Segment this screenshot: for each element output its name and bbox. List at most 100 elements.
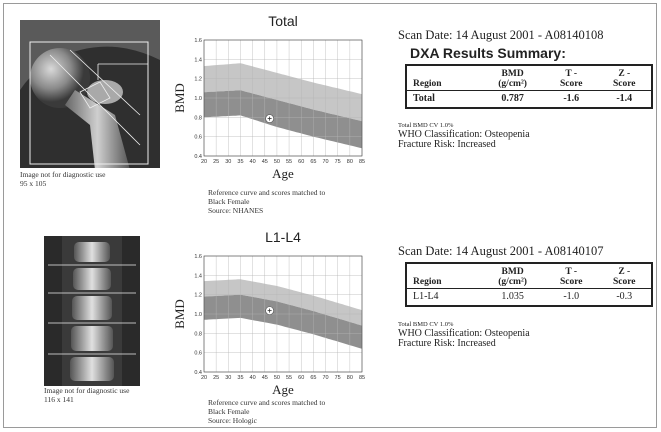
y-axis-label: BMD xyxy=(172,299,187,329)
x-tick-label: 85 xyxy=(359,159,365,165)
x-axis-label: Age xyxy=(272,382,294,397)
hip-results-table: Region BMD (g/cm²) T - Score Z - Score Tota… xyxy=(405,64,653,109)
fracture-risk: Fracture Risk: Increased xyxy=(398,139,496,150)
x-tick-label: 85 xyxy=(359,375,365,381)
cell-t-score: -1.6 xyxy=(563,93,580,104)
x-tick-label: 80 xyxy=(347,159,353,165)
reference-band-upper xyxy=(204,63,362,122)
cell-region: Total xyxy=(413,93,435,104)
hip-image-note: Image not for diagnostic use 95 x 105 xyxy=(20,170,105,188)
cell-t-score: -1.0 xyxy=(563,291,580,302)
x-tick-label: 25 xyxy=(213,159,219,165)
hip-scan-image xyxy=(20,20,160,168)
cell-bmd: 0.787 xyxy=(501,93,524,104)
plot-frame xyxy=(203,39,363,157)
x-tick-label: 55 xyxy=(286,375,292,381)
spine-bmd-chart: L1-L4 1.6 1.4 1.2 1.0 0.8 0.6 0.4 20 25 30 35 40 45 50… xyxy=(170,228,375,398)
x-tick-label: 45 xyxy=(262,159,268,165)
x-tick-label: 65 xyxy=(310,159,316,165)
x-tick-label: 30 xyxy=(225,159,231,165)
plot-frame xyxy=(203,255,363,373)
table-row: L1-L4 1.035 -1.0 -0.3 xyxy=(406,289,652,307)
y-tick-label: 1.2 xyxy=(194,77,202,83)
hip-classification: Total BMD CV 1.0% WHO Classification: Os… xyxy=(398,121,530,150)
reference-source: Source: Hologic xyxy=(208,416,257,425)
reference-band-upper xyxy=(204,279,362,326)
spine-image-note: Image not for diagnostic use 116 x 141 xyxy=(44,386,129,404)
y-tick-label: 1.2 xyxy=(194,293,202,299)
col-bmd: BMD (g/cm²) xyxy=(480,65,545,91)
cell-z-score: -0.3 xyxy=(616,291,633,302)
fracture-risk: Fracture Risk: Increased xyxy=(398,338,496,349)
cell-z-score: -1.4 xyxy=(616,93,633,104)
reference-band-lower xyxy=(204,90,362,149)
spine-reference-note: Reference curve and scores matched to Bl… xyxy=(208,398,325,425)
chart-title: L1-L4 xyxy=(265,229,301,245)
hip-reference-note: Reference curve and scores matched to Bl… xyxy=(208,188,325,215)
who-classification: WHO Classification: Osteopenia xyxy=(398,328,530,339)
x-axis-label: Age xyxy=(272,166,294,181)
x-tick-label: 65 xyxy=(310,375,316,381)
col-z-score: Z - Score xyxy=(597,263,652,289)
spine-scan-date: Scan Date: 14 August 2001 - A08140107 xyxy=(398,244,604,258)
y-tick-label: 1.6 xyxy=(194,38,202,44)
y-tick-label: 0.8 xyxy=(194,115,202,121)
reference-band-lower xyxy=(204,294,362,349)
who-classification: WHO Classification: Osteopenia xyxy=(398,129,530,140)
x-tick-label: 35 xyxy=(237,159,243,165)
x-tick-label: 30 xyxy=(225,375,231,381)
x-tick-label: 25 xyxy=(213,375,219,381)
report-frame xyxy=(3,3,657,428)
spine-panel: Image not for diagnostic use 116 x 141 L… xyxy=(0,222,661,432)
y-tick-label: 0.4 xyxy=(194,370,202,376)
reference-curve-text: Reference curve and scores matched to xyxy=(208,398,326,407)
y-tick-label: 1.4 xyxy=(194,273,202,279)
x-tick-label: 20 xyxy=(201,159,207,165)
y-tick-label: 0.6 xyxy=(194,351,202,357)
hip-panel: Image not for diagnostic use 95 x 105 To… xyxy=(20,12,653,215)
y-axis-label: BMD xyxy=(172,83,187,113)
y-tick-label: 1.4 xyxy=(194,57,202,63)
y-tick-label: 0.8 xyxy=(194,331,202,337)
y-tick-label: 1.6 xyxy=(194,254,202,260)
cv-text: Total BMD CV 1.0% xyxy=(398,321,454,328)
image-dimensions: 95 x 105 xyxy=(20,179,47,188)
cv-text: Total BMD CV 1.0% xyxy=(398,122,454,129)
col-region: Region xyxy=(406,263,481,289)
x-tick-label: 70 xyxy=(322,159,328,165)
reference-population: Black Female xyxy=(208,197,250,206)
results-summary-title: DXA Results Summary: xyxy=(410,45,566,61)
hip-scan-date: Scan Date: 14 August 2001 - A08140108 xyxy=(398,28,604,42)
spine-classification: Total BMD CV 1.0% WHO Classification: Os… xyxy=(398,320,530,349)
col-z-score: Z - Score xyxy=(597,65,652,91)
x-tick-label: 40 xyxy=(250,159,256,165)
x-tick-label: 75 xyxy=(335,159,341,165)
x-tick-label: 45 xyxy=(262,375,268,381)
x-tick-label: 50 xyxy=(274,375,280,381)
spine-results-table: Region BMD (g/cm²) T - Score Z - Score L1-L… xyxy=(405,262,653,307)
col-t-score: T - Score xyxy=(545,65,598,91)
image-disclaimer: Image not for diagnostic use xyxy=(44,386,130,395)
col-region: Region xyxy=(406,65,481,91)
x-tick-label: 75 xyxy=(335,375,341,381)
cell-bmd: 1.035 xyxy=(501,291,524,302)
table-row: Total 0.787 -1.6 -1.4 xyxy=(406,91,652,109)
x-tick-label: 60 xyxy=(298,375,304,381)
y-tick-label: 1.0 xyxy=(194,312,202,318)
x-tick-label: 20 xyxy=(201,375,207,381)
x-tick-label: 60 xyxy=(298,159,304,165)
y-tick-label: 0.6 xyxy=(194,135,202,141)
reference-population: Black Female xyxy=(208,407,250,416)
reference-source: Source: NHANES xyxy=(208,206,264,215)
chart-title: Total xyxy=(268,13,298,29)
image-dimensions: 116 x 141 xyxy=(44,395,74,404)
x-tick-label: 55 xyxy=(286,159,292,165)
x-tick-label: 40 xyxy=(250,375,256,381)
y-tick-label: 1.0 xyxy=(194,96,202,102)
x-tick-label: 70 xyxy=(322,375,328,381)
col-bmd: BMD (g/cm²) xyxy=(480,263,545,289)
x-tick-label: 50 xyxy=(274,159,280,165)
hip-bmd-chart: Total 1.6 1.4 1.2 1.0 0.8 0.6 0.4 20 25 30 35 40 45 50… xyxy=(170,12,375,192)
cell-region: L1-L4 xyxy=(413,291,439,302)
reference-curve-text: Reference curve and scores matched to xyxy=(208,188,326,197)
